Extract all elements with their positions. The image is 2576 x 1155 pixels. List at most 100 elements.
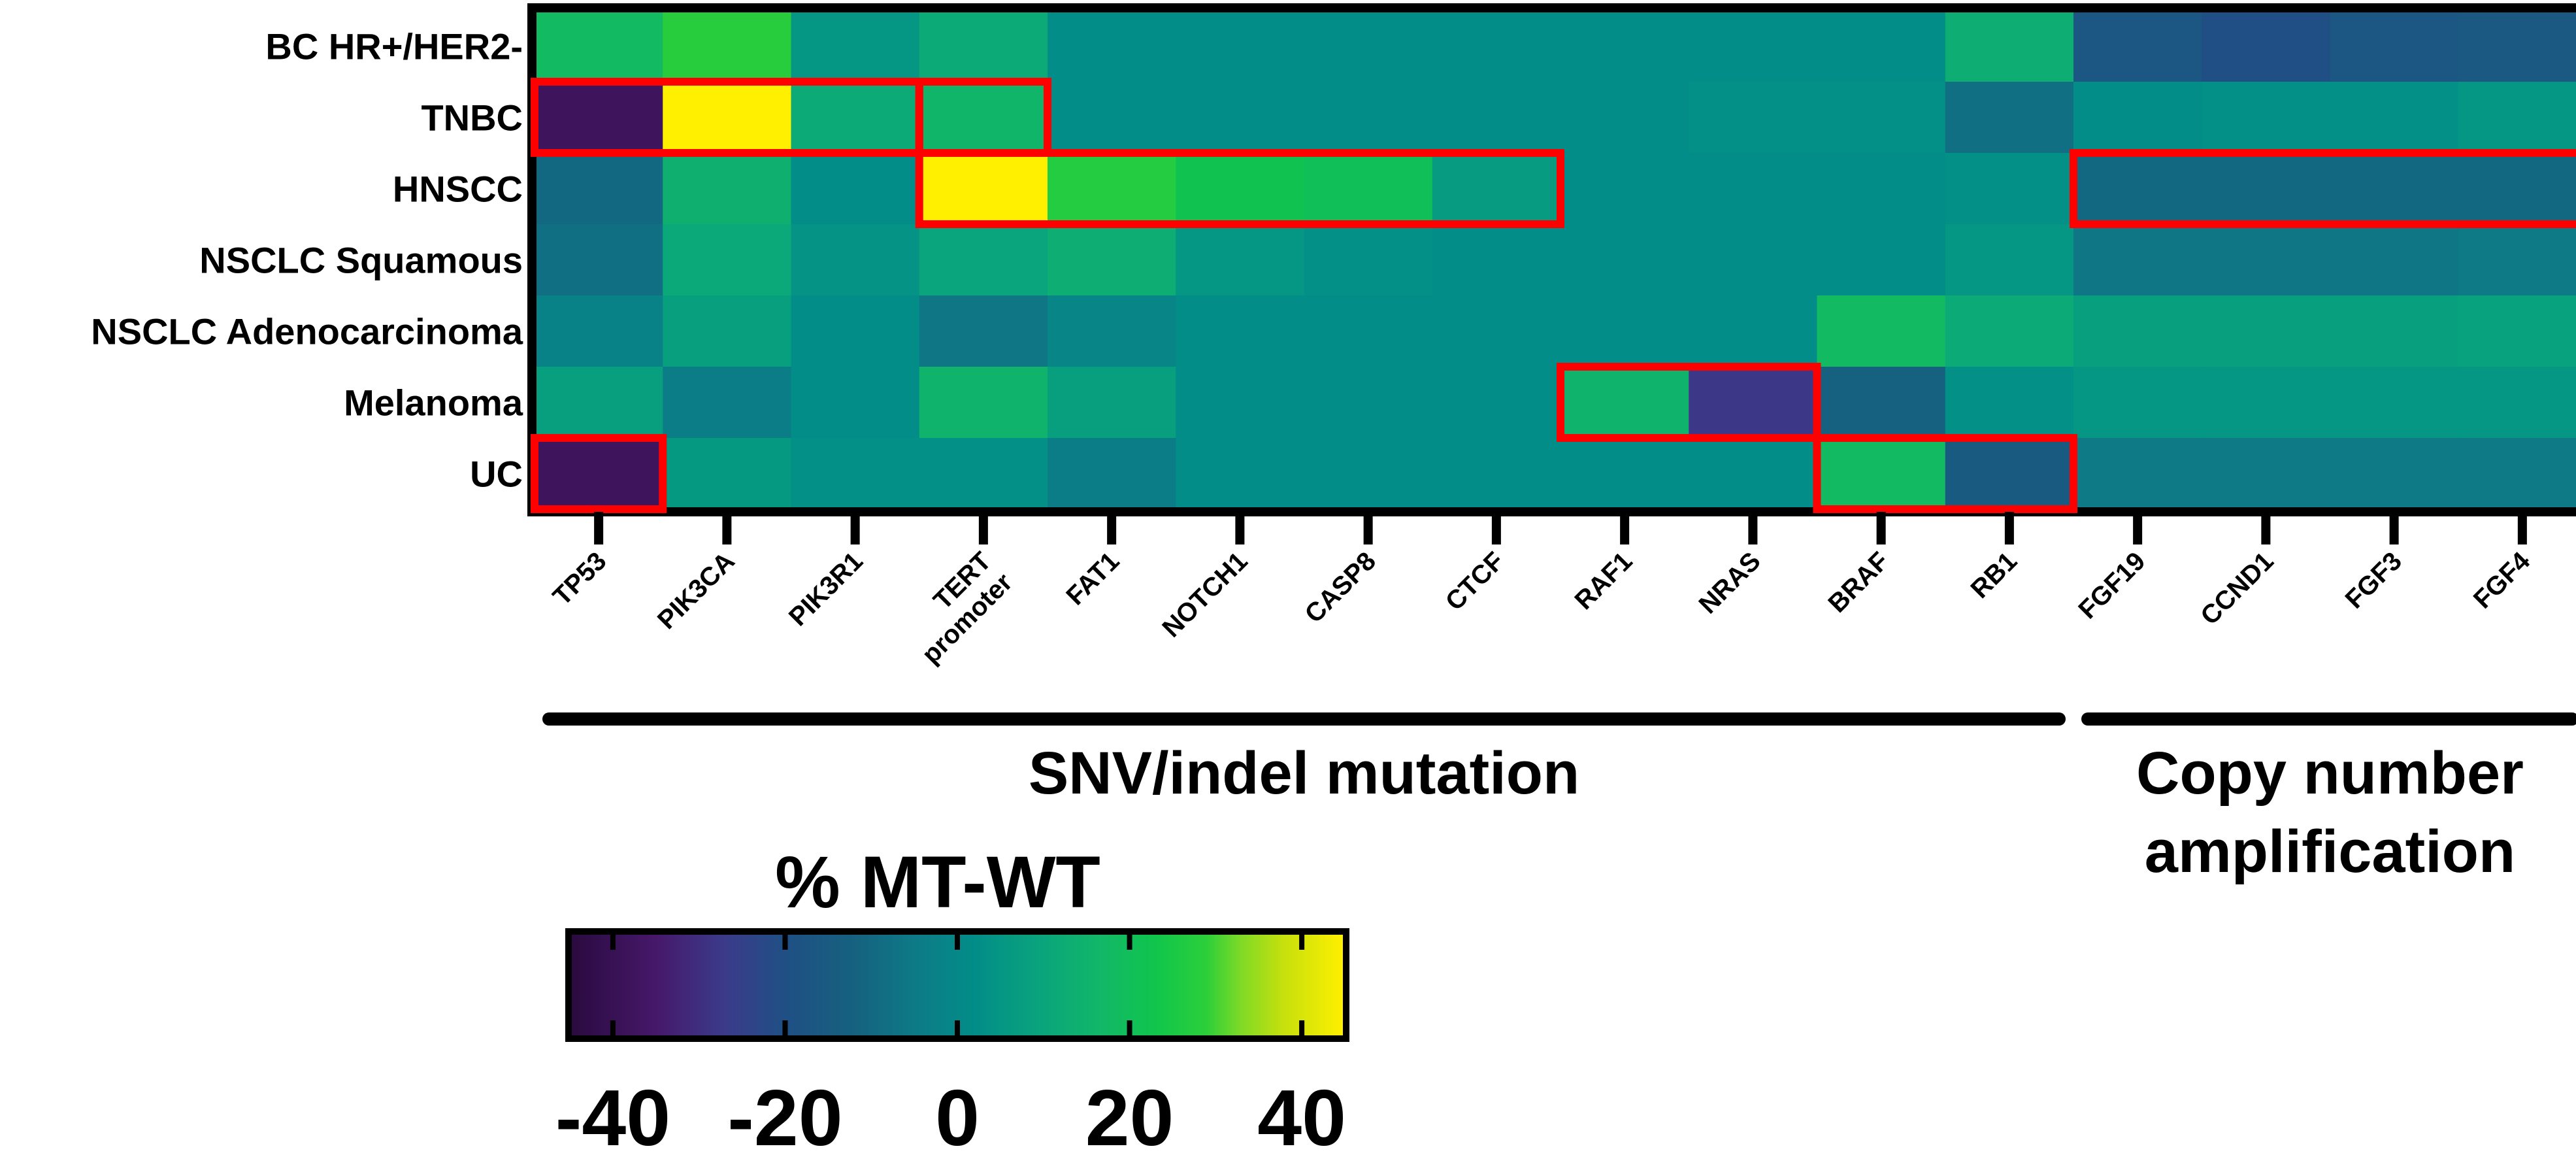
- heatmap-cell: [2202, 367, 2331, 439]
- row-labels: BC HR+/HER2- TNBC HNSCC NSCLC Squamous NSCLC…: [91, 26, 523, 495]
- highlight-boxes: [531, 78, 2576, 513]
- highlight-box: [531, 434, 667, 513]
- column-ticks: [594, 512, 2527, 544]
- heatmap-cell: [2073, 224, 2202, 296]
- heatmap-cell: [1304, 295, 1433, 367]
- colorbar-tick-label: -40: [555, 1073, 670, 1155]
- column-label: FAT1: [1061, 546, 1125, 611]
- heatmap-cell: [2458, 438, 2576, 510]
- heatmap-cell: [1176, 295, 1305, 367]
- heatmap-cell: [663, 153, 792, 225]
- heatmap-cell: [919, 10, 1048, 82]
- column-label: TP53: [548, 546, 612, 611]
- heatmap-cell: [1689, 153, 1818, 225]
- heatmap-cell: [2458, 367, 2576, 439]
- heatmap-cell: [1817, 153, 1946, 225]
- heatmap-cell: [919, 224, 1048, 296]
- highlight-box: [1813, 434, 2077, 513]
- heatmap-cell: [1817, 438, 1946, 510]
- colorbar-frame: [565, 928, 1349, 1042]
- heatmap-cell: [1176, 82, 1305, 154]
- heatmap-cell: [663, 10, 792, 82]
- heatmap-cell: [2202, 224, 2331, 296]
- heatmap-cell: [1432, 10, 1561, 82]
- heatmap-cell: [791, 10, 920, 82]
- heatmap-cell: [1304, 10, 1433, 82]
- row-label: HNSCC: [393, 169, 523, 210]
- row-label: BC HR+/HER2-: [265, 26, 523, 67]
- heatmap-cell: [1048, 438, 1176, 510]
- heatmap-cell: [535, 367, 663, 439]
- colorbar-tick-label: -20: [727, 1073, 842, 1155]
- colorbar-ticks: [610, 933, 1305, 1037]
- row-label: UC: [470, 454, 523, 495]
- heatmap-cells: [535, 10, 2576, 510]
- heatmap-cell: [2458, 295, 2576, 367]
- heatmap-cell: [2458, 153, 2576, 225]
- column-label: CCND1: [2195, 546, 2279, 631]
- heatmap-cell: [1817, 82, 1946, 154]
- heatmap-cell: [535, 224, 663, 296]
- heatmap-cell: [1560, 367, 1689, 439]
- heatmap-cell: [1176, 224, 1305, 296]
- heatmap-cell: [1560, 153, 1689, 225]
- heatmap-cell: [1432, 82, 1561, 154]
- heatmap-cell: [2330, 438, 2459, 510]
- heatmap-cell: [919, 295, 1048, 367]
- column-label: RAF1: [1570, 546, 1638, 615]
- heatmap-cell: [2330, 224, 2459, 296]
- column-label: FGF19: [2073, 546, 2151, 624]
- column-label: PIK3CA: [652, 546, 740, 635]
- heatmap-cell: [919, 153, 1048, 225]
- heatmap-cell: [2073, 367, 2202, 439]
- heatmap-cell: [535, 82, 663, 154]
- heatmap-cell: [791, 295, 920, 367]
- heatmap-cell: [535, 438, 663, 510]
- column-label: TERTpromoter: [895, 546, 1018, 669]
- group-label: amplification: [2145, 818, 2515, 885]
- heatmap-cell: [1432, 367, 1561, 439]
- column-label: FGF3: [2340, 546, 2407, 614]
- column-label: CASP8: [1300, 546, 1381, 628]
- heatmap-cell: [1945, 10, 2074, 82]
- heatmap-cell: [1048, 295, 1176, 367]
- heatmap-cell: [663, 82, 792, 154]
- heatmap-cell: [2202, 10, 2331, 82]
- heatmap-cell: [2330, 367, 2459, 439]
- heatmap-cell: [791, 438, 920, 510]
- column-label: NOTCH1: [1157, 546, 1253, 643]
- heatmap-cell: [1048, 10, 1176, 82]
- group-label: Copy number: [2136, 740, 2524, 807]
- heatmap-cell: [2073, 10, 2202, 82]
- heatmap-cell: [1560, 224, 1689, 296]
- heatmap-cell: [2458, 82, 2576, 154]
- heatmap-cell: [1945, 295, 2074, 367]
- heatmap-cell: [2330, 295, 2459, 367]
- heatmap-cell: [2202, 438, 2331, 510]
- colorbar: % MT-WT -40 -20 0 20 40: [555, 841, 1349, 1155]
- heatmap-cell: [2330, 153, 2459, 225]
- heatmap-cell: [663, 438, 792, 510]
- column-label: NRAS: [1693, 546, 1766, 619]
- heatmap-cell: [1689, 224, 1818, 296]
- heatmap-cell: [1176, 438, 1305, 510]
- heatmap-cell: [2458, 10, 2576, 82]
- heatmap-cell: [2202, 153, 2331, 225]
- heatmap-cell: [2458, 224, 2576, 296]
- row-label: NSCLC Adenocarcinoma: [91, 311, 523, 352]
- column-label: FGF4: [2468, 546, 2536, 614]
- heatmap-cell: [1817, 10, 1946, 82]
- heatmap-cell: [1817, 367, 1946, 439]
- heatmap-cell: [1817, 224, 1946, 296]
- heatmap-cell: [1304, 438, 1433, 510]
- heatmap-cell: [1432, 224, 1561, 296]
- heatmap-cell: [1689, 295, 1818, 367]
- heatmap-cell: [1176, 10, 1305, 82]
- heatmap-cell: [1817, 295, 1946, 367]
- heatmap-cell: [1304, 153, 1433, 225]
- heatmap-cell: [791, 82, 920, 154]
- heatmap-cell: [1689, 438, 1818, 510]
- highlight-box: [1557, 363, 1821, 442]
- heatmap-cell: [2330, 82, 2459, 154]
- heatmap-cell: [2073, 153, 2202, 225]
